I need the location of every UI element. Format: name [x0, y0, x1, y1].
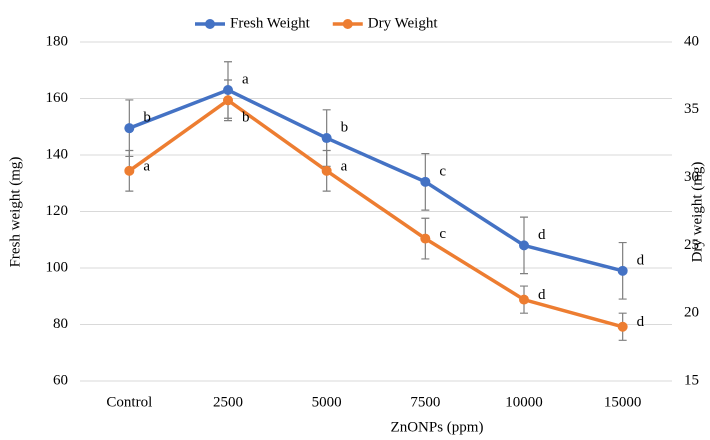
- significance-label: a: [341, 158, 348, 174]
- point: [420, 176, 431, 187]
- point: [124, 165, 135, 176]
- legend-marker: [205, 19, 215, 29]
- y-tick-label: 180: [46, 33, 69, 49]
- y-tick-label: 80: [53, 316, 68, 332]
- y-tick-label: 100: [46, 259, 69, 275]
- point: [617, 265, 628, 276]
- y2-tick-label: 25: [684, 237, 699, 253]
- y2-axis-label: Dry weight (mg): [689, 162, 705, 263]
- significance-label: b: [341, 119, 349, 135]
- significance-label: d: [637, 252, 645, 268]
- significance-label: d: [538, 287, 546, 303]
- significance-label: b: [143, 110, 151, 126]
- x-tick-label: 10000: [505, 394, 543, 410]
- point: [617, 321, 628, 332]
- y-tick-label: 120: [46, 203, 69, 219]
- y2-tick-label: 30: [684, 169, 699, 185]
- x-axis-label: ZnONPs (ppm): [391, 419, 484, 435]
- x-tick-label: 5000: [312, 394, 342, 410]
- legend-label: Dry Weight: [368, 15, 439, 31]
- y-axis-label: Fresh weight (mg): [7, 157, 23, 268]
- series-line: [128, 88, 624, 273]
- y2-tick-label: 15: [684, 372, 699, 388]
- y-tick-label: 160: [46, 90, 69, 106]
- point: [124, 123, 135, 134]
- significance-label: a: [143, 158, 150, 174]
- y2-tick-label: 40: [684, 33, 699, 49]
- point: [420, 233, 431, 244]
- significance-label: a: [242, 71, 249, 87]
- y-tick-label: 140: [46, 146, 69, 162]
- legend-label: Fresh Weight: [230, 15, 311, 31]
- y2-tick-label: 20: [684, 305, 699, 321]
- y-tick-label: 60: [53, 372, 68, 388]
- x-tick-label: 15000: [604, 394, 642, 410]
- x-tick-label: 2500: [213, 394, 243, 410]
- significance-label: d: [637, 314, 645, 330]
- y2-tick-label: 35: [684, 101, 699, 117]
- x-tick-label: 7500: [410, 394, 440, 410]
- x-tick-label: Control: [106, 394, 152, 410]
- point: [223, 95, 233, 106]
- significance-label: b: [242, 110, 250, 126]
- point: [321, 133, 332, 144]
- point: [321, 165, 332, 176]
- significance-label: c: [439, 226, 446, 242]
- legend-marker: [342, 19, 353, 29]
- significance-label: c: [439, 163, 446, 179]
- point: [519, 294, 529, 305]
- series-line: [128, 98, 624, 329]
- point: [519, 240, 529, 251]
- point: [223, 85, 233, 96]
- significance-label: d: [538, 227, 546, 243]
